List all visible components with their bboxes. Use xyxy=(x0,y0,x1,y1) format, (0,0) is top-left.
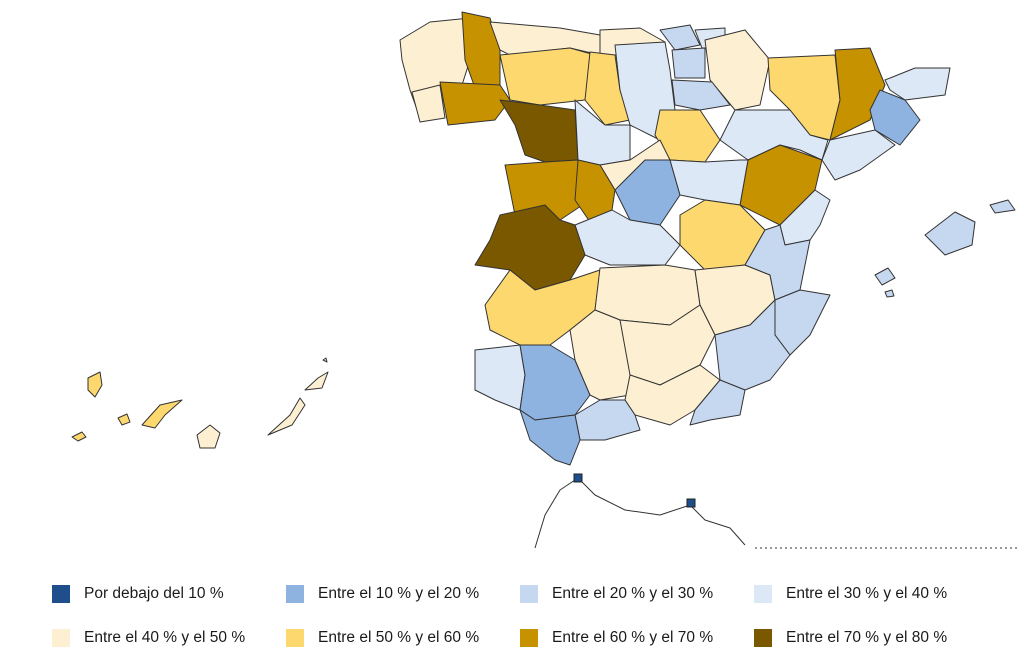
legend-label: Entre el 30 % y el 40 % xyxy=(786,585,948,602)
island-fuerteventura xyxy=(267,397,306,436)
province-toledo xyxy=(574,209,681,266)
legend-swatch xyxy=(286,629,304,647)
legend-swatch xyxy=(286,585,304,603)
legend-item: Entre el 60 % y el 70 % xyxy=(520,627,713,649)
province-alava xyxy=(671,47,706,79)
legend-swatch xyxy=(520,585,538,603)
legend-item: Entre el 10 % y el 20 % xyxy=(286,583,479,605)
province-pontevedra xyxy=(411,84,446,123)
legend-swatch xyxy=(754,585,772,603)
province-malaga xyxy=(574,399,641,441)
province-guadalajara xyxy=(669,159,749,206)
province-zamora xyxy=(499,99,579,163)
legend-label: Entre el 70 % y el 80 % xyxy=(786,629,948,646)
legend-item: Entre el 50 % y el 60 % xyxy=(286,627,479,649)
province-barcelona xyxy=(869,89,921,146)
island-tenerife xyxy=(141,399,183,429)
province-la-rioja xyxy=(671,79,731,111)
island-lanzarote xyxy=(304,371,329,391)
island-la-graciosa xyxy=(322,357,328,363)
legend-label: Entre el 60 % y el 70 % xyxy=(552,629,714,646)
province-ourense xyxy=(439,81,511,126)
melilla-marker xyxy=(686,498,696,508)
ceuta-marker xyxy=(573,473,583,483)
legend-swatch xyxy=(52,585,70,603)
province-caceres xyxy=(474,204,586,291)
island-ibiza xyxy=(874,267,896,286)
legend-item: Entre el 20 % y el 30 % xyxy=(520,583,713,605)
province-navarra xyxy=(704,29,771,111)
island-menorca xyxy=(989,199,1016,214)
legend-item: Entre el 70 % y el 80 % xyxy=(754,627,947,649)
legend-swatch xyxy=(520,629,538,647)
legend-swatch xyxy=(52,629,70,647)
province-leon xyxy=(499,47,596,106)
legend-swatch xyxy=(754,629,772,647)
legend-label: Entre el 10 % y el 20 % xyxy=(318,585,480,602)
province-huelva xyxy=(474,344,526,411)
island-el-hierro xyxy=(71,431,87,442)
legend-label: Entre el 20 % y el 30 % xyxy=(552,585,714,602)
province-asturias xyxy=(489,21,601,56)
island-formentera xyxy=(884,289,895,298)
legend-label: Entre el 40 % y el 50 % xyxy=(84,629,246,646)
province-almeria xyxy=(689,379,746,426)
island-la-palma xyxy=(87,371,103,398)
island-la-gomera xyxy=(117,413,131,426)
province-girona xyxy=(884,67,951,101)
island-mallorca xyxy=(924,211,976,256)
legend-label: Entre el 50 % y el 60 % xyxy=(318,629,480,646)
africa-coastline xyxy=(534,477,746,549)
province-bizkaia xyxy=(659,24,701,51)
map-legend: Por debajo del 10 % Entre el 10 % y el 2… xyxy=(0,570,1024,657)
legend-label: Por debajo del 10 % xyxy=(84,585,224,602)
island-gran-canaria xyxy=(196,424,221,449)
legend-item: Entre el 30 % y el 40 % xyxy=(754,583,947,605)
spain-province-map xyxy=(71,11,1020,549)
province-cadiz xyxy=(519,409,581,466)
province-zaragoza xyxy=(719,109,829,161)
legend-item: Entre el 40 % y el 50 % xyxy=(52,627,245,649)
legend-item: Por debajo del 10 % xyxy=(52,583,224,605)
